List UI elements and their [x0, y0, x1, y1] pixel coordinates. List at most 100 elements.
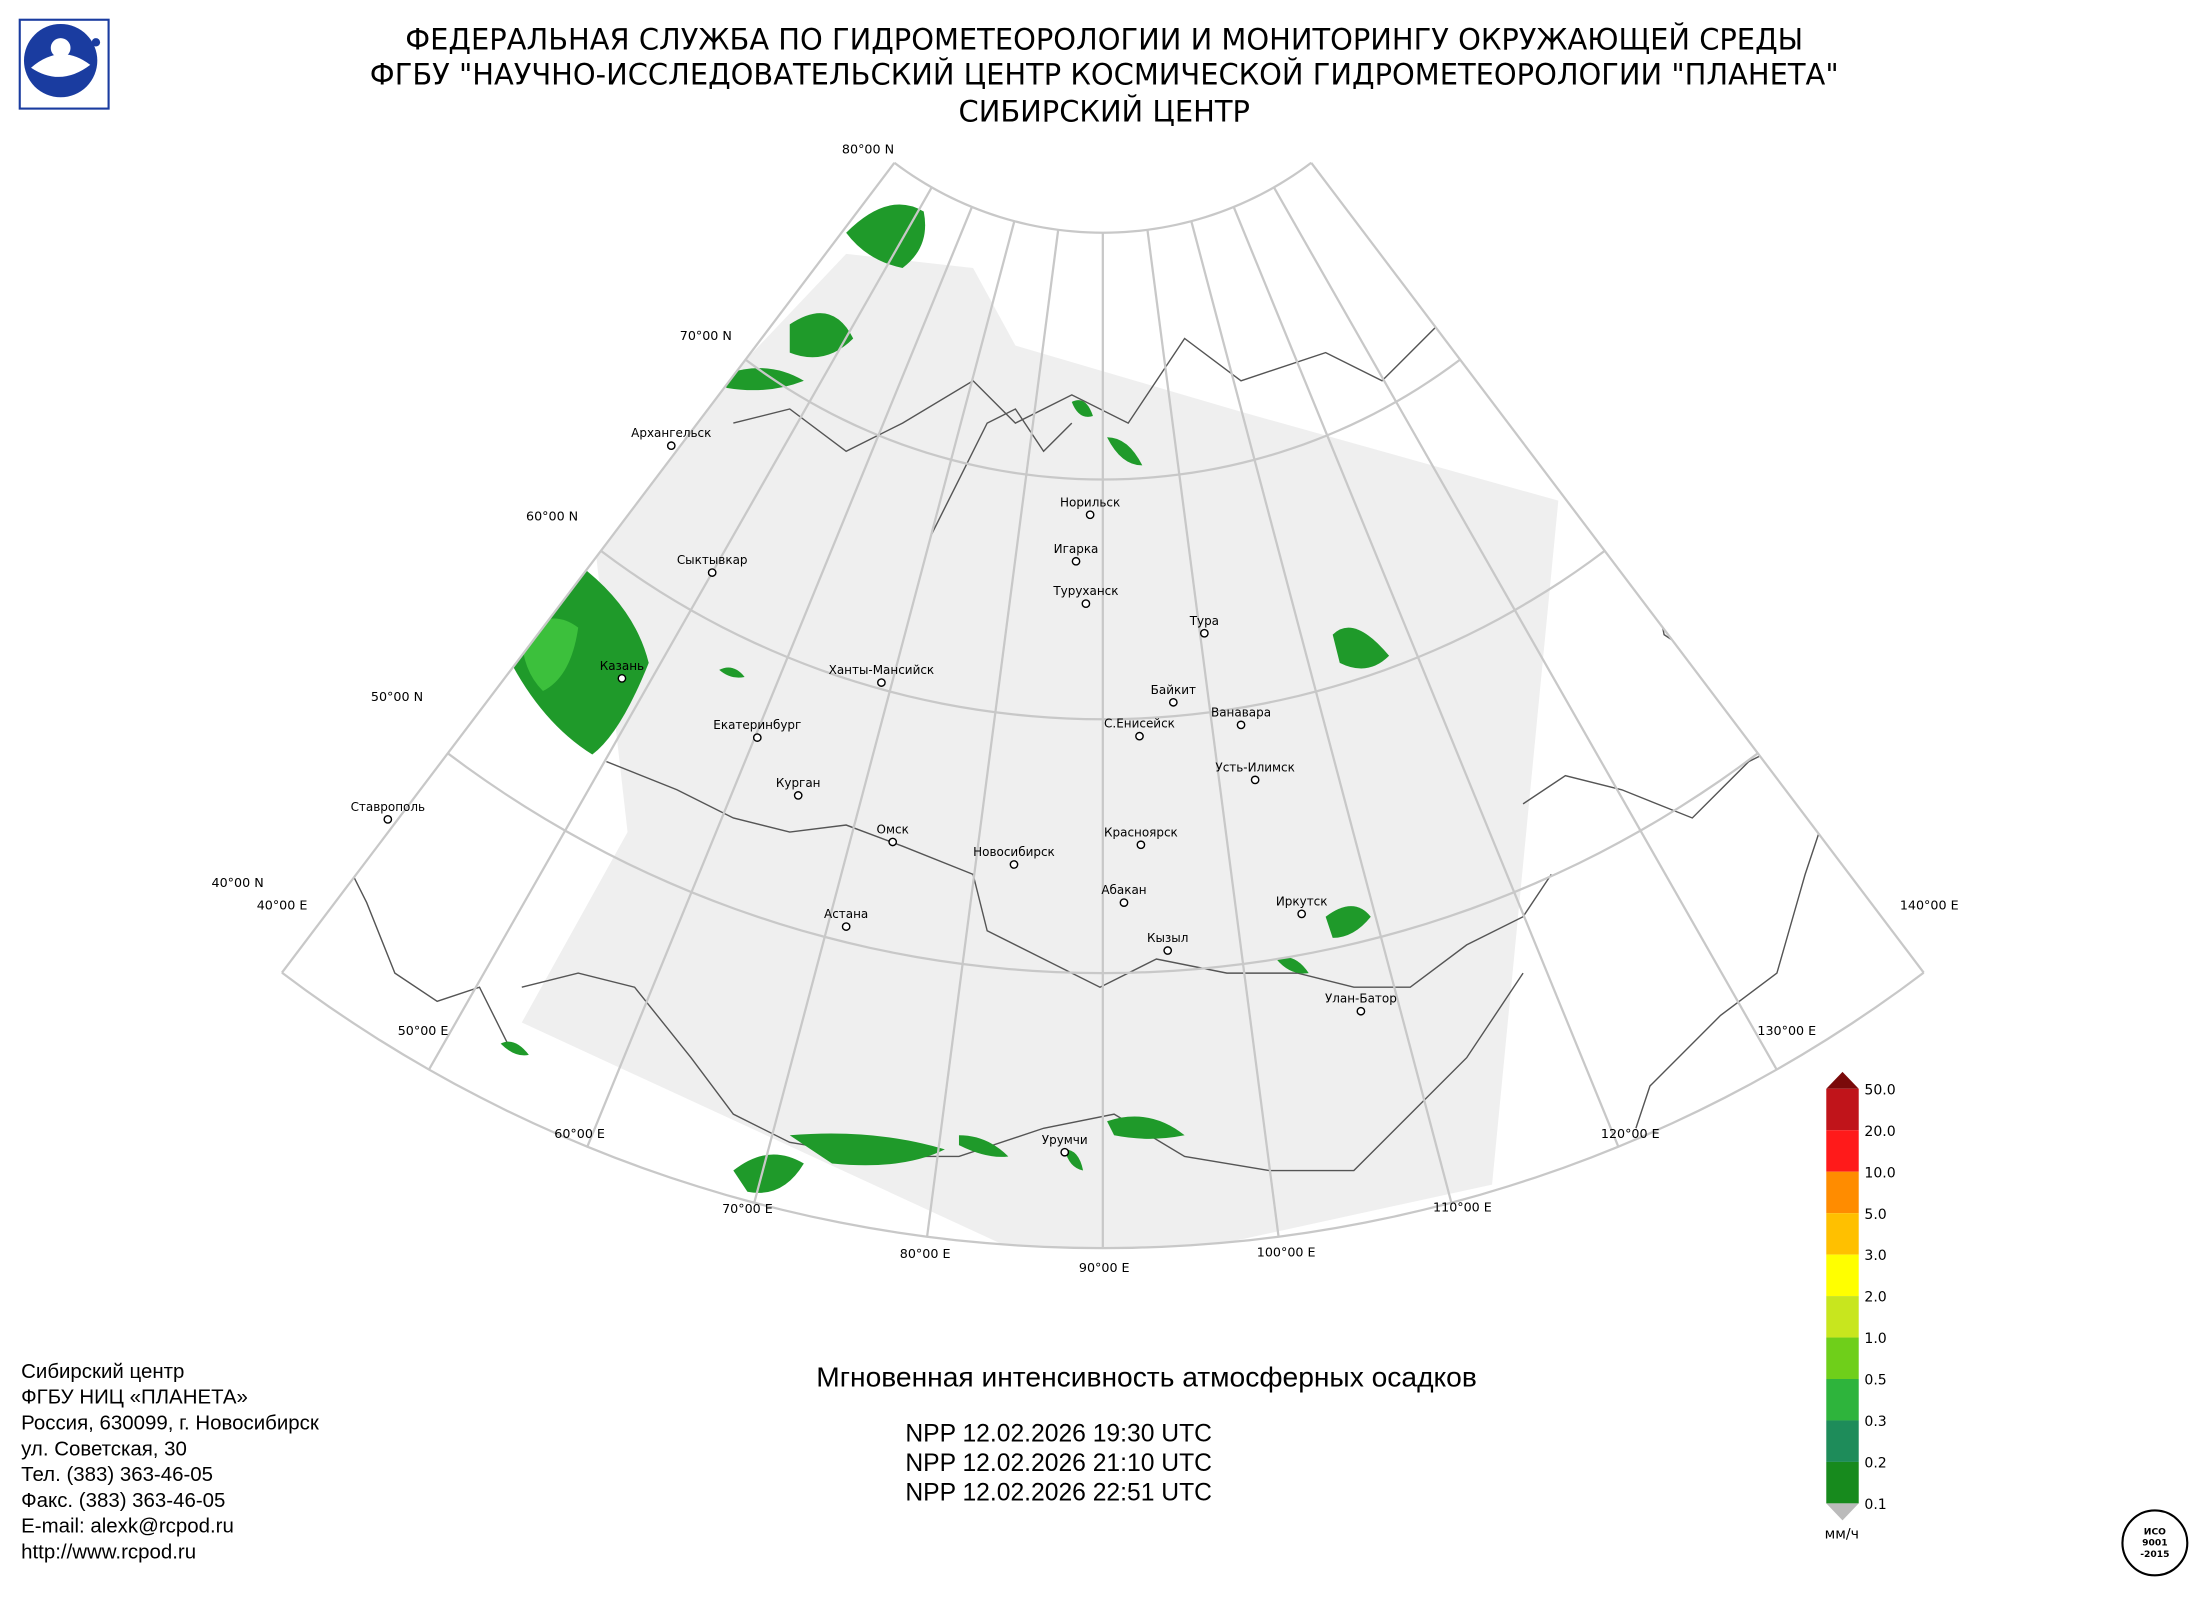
colorbar-label: 5.0 [1864, 1207, 1886, 1223]
graticule [281, 161, 1925, 1250]
colorbar-label: 20.0 [1864, 1124, 1895, 1140]
city-label: Архангельск [631, 426, 711, 440]
meridian [1232, 206, 1620, 1148]
city-marker [1135, 731, 1144, 741]
iso-text: 9001 [2142, 1538, 2167, 1549]
contact-line: Факс. (383) 363-46-05 [21, 1489, 225, 1512]
colorbar-cap [1826, 1071, 1859, 1089]
colorbar-label: 0.3 [1864, 1414, 1886, 1430]
lon-label: 120°00 E [1601, 1126, 1660, 1141]
city-label: С.Енисейск [1104, 717, 1175, 731]
lon-label: 100°00 E [1257, 1245, 1316, 1260]
city-marker [707, 568, 717, 577]
header-line: ФГБУ "НАУЧНО-ИССЛЕДОВАТЕЛЬСКИЙ ЦЕНТР КОС… [370, 58, 1839, 92]
city-marker [383, 815, 393, 824]
city-marker [1250, 775, 1260, 785]
colorbar-segment [1826, 1420, 1859, 1462]
city-label: Абакан [1101, 883, 1146, 897]
city-marker [666, 441, 676, 451]
colorbar: мм/ч 50.0 20.0 10.0 5.0 3.0 2.0 1.0 0.5 0.3 0.2 0.… [1825, 1071, 1896, 1543]
city-label: Улан-Батор [1325, 992, 1397, 1006]
city-label: Екатеринбург [713, 718, 801, 732]
swath [521, 253, 1559, 1249]
city-marker [617, 673, 627, 683]
city-marker [888, 837, 898, 847]
pass-time: NPP 12.02.2026 22:51 UTC [905, 1480, 1212, 1507]
contact-line: Тел. (383) 363-46-05 [21, 1463, 213, 1486]
lat-label: 80°00 N [842, 142, 894, 157]
header-line: СИБИРСКИЙ ЦЕНТР [959, 94, 1250, 128]
city-label: Ванавара [1211, 705, 1271, 719]
colorbar-label: 0.5 [1864, 1373, 1886, 1389]
contact-line: ФГБУ НИЦ «ПЛАНЕТА» [21, 1386, 248, 1409]
colorbar-segment [1826, 1088, 1859, 1131]
meridian [427, 186, 933, 1071]
lon-label: 140°00 E [1900, 898, 1959, 913]
city-label: Омск [877, 822, 909, 836]
header-line: ФЕДЕРАЛЬНАЯ СЛУЖБА ПО ГИДРОМЕТЕОРОЛОГИИ … [405, 22, 1803, 56]
lat-label: 50°00 N [371, 689, 423, 704]
colorbar-label: 3.0 [1864, 1248, 1886, 1264]
city-label: Астана [824, 907, 868, 921]
colorbar-unit: мм/ч [1825, 1527, 1859, 1543]
lat-label: 40°00 N [212, 875, 264, 890]
city-label: Сыктывкар [677, 553, 748, 567]
city-label: Усть-Илимск [1215, 760, 1294, 774]
city-label: Курган [776, 776, 821, 790]
lat-label: 60°00 N [526, 508, 578, 523]
colorbar-cap [1826, 1503, 1859, 1521]
colorbar-label: 50.0 [1864, 1082, 1895, 1098]
city-marker [841, 922, 851, 931]
city-marker [1199, 628, 1209, 638]
city-marker [1236, 720, 1246, 730]
city-marker [1163, 946, 1173, 955]
colorbar-segment [1826, 1213, 1859, 1255]
colorbar-label: 2.0 [1864, 1290, 1886, 1306]
meridian [586, 206, 973, 1148]
city-marker [1071, 556, 1081, 566]
pass-time: NPP 12.02.2026 19:30 UTC [905, 1420, 1212, 1447]
product-title: Мгновенная интенсивность атмосферных оса… [816, 1360, 1477, 1392]
meridian [1190, 220, 1453, 1204]
contact-line: Россия, 630099, г. Новосибирск [21, 1411, 320, 1434]
lon-label: 90°00 E [1079, 1260, 1130, 1275]
colorbar-segment [1826, 1171, 1859, 1214]
meridian [1146, 229, 1280, 1237]
city-marker [1136, 840, 1146, 850]
lon-label: 50°00 E [398, 1023, 449, 1038]
pass-time: NPP 12.02.2026 21:10 UTC [905, 1450, 1212, 1477]
iso-badge: ИСО 9001 -2015 [2121, 1509, 2189, 1577]
logo [18, 18, 110, 110]
city-label: Казань [600, 659, 644, 673]
city-label: Новосибирск [973, 845, 1055, 859]
contact-line: Сибирский центр [21, 1360, 184, 1383]
lon-label: 70°00 E [722, 1201, 773, 1216]
colorbar-segment [1826, 1130, 1859, 1172]
contact-line: http://www.rcpod.ru [21, 1541, 196, 1564]
colorbar-label: 1.0 [1864, 1331, 1886, 1347]
city-label: Красноярск [1104, 825, 1178, 839]
lat-label: 70°00 N [680, 328, 732, 343]
lon-label: 40°00 E [257, 898, 308, 913]
city-label: Туруханск [1052, 584, 1118, 598]
precipitation [500, 204, 1390, 1193]
iso-text: -2015 [2140, 1549, 2169, 1560]
colorbar-label: 0.2 [1864, 1456, 1886, 1472]
city-marker [1356, 1006, 1366, 1016]
iso-text: ИСО [2144, 1526, 2166, 1537]
colorbar-segment [1826, 1337, 1859, 1380]
meridian [925, 229, 1060, 1237]
city-marker [1085, 510, 1095, 520]
contact-line: ул. Советская, 30 [21, 1437, 187, 1460]
colorbar-label: 0.1 [1864, 1497, 1886, 1513]
city-label: Ставрополь [351, 800, 425, 814]
colorbar-segment [1826, 1296, 1859, 1338]
city-marker [877, 678, 886, 687]
city-marker [1060, 1147, 1070, 1157]
city-marker [752, 733, 762, 742]
meridian [281, 162, 896, 974]
lon-label: 60°00 E [554, 1126, 605, 1141]
city-marker [793, 791, 803, 800]
colorbar-segment [1826, 1379, 1859, 1421]
